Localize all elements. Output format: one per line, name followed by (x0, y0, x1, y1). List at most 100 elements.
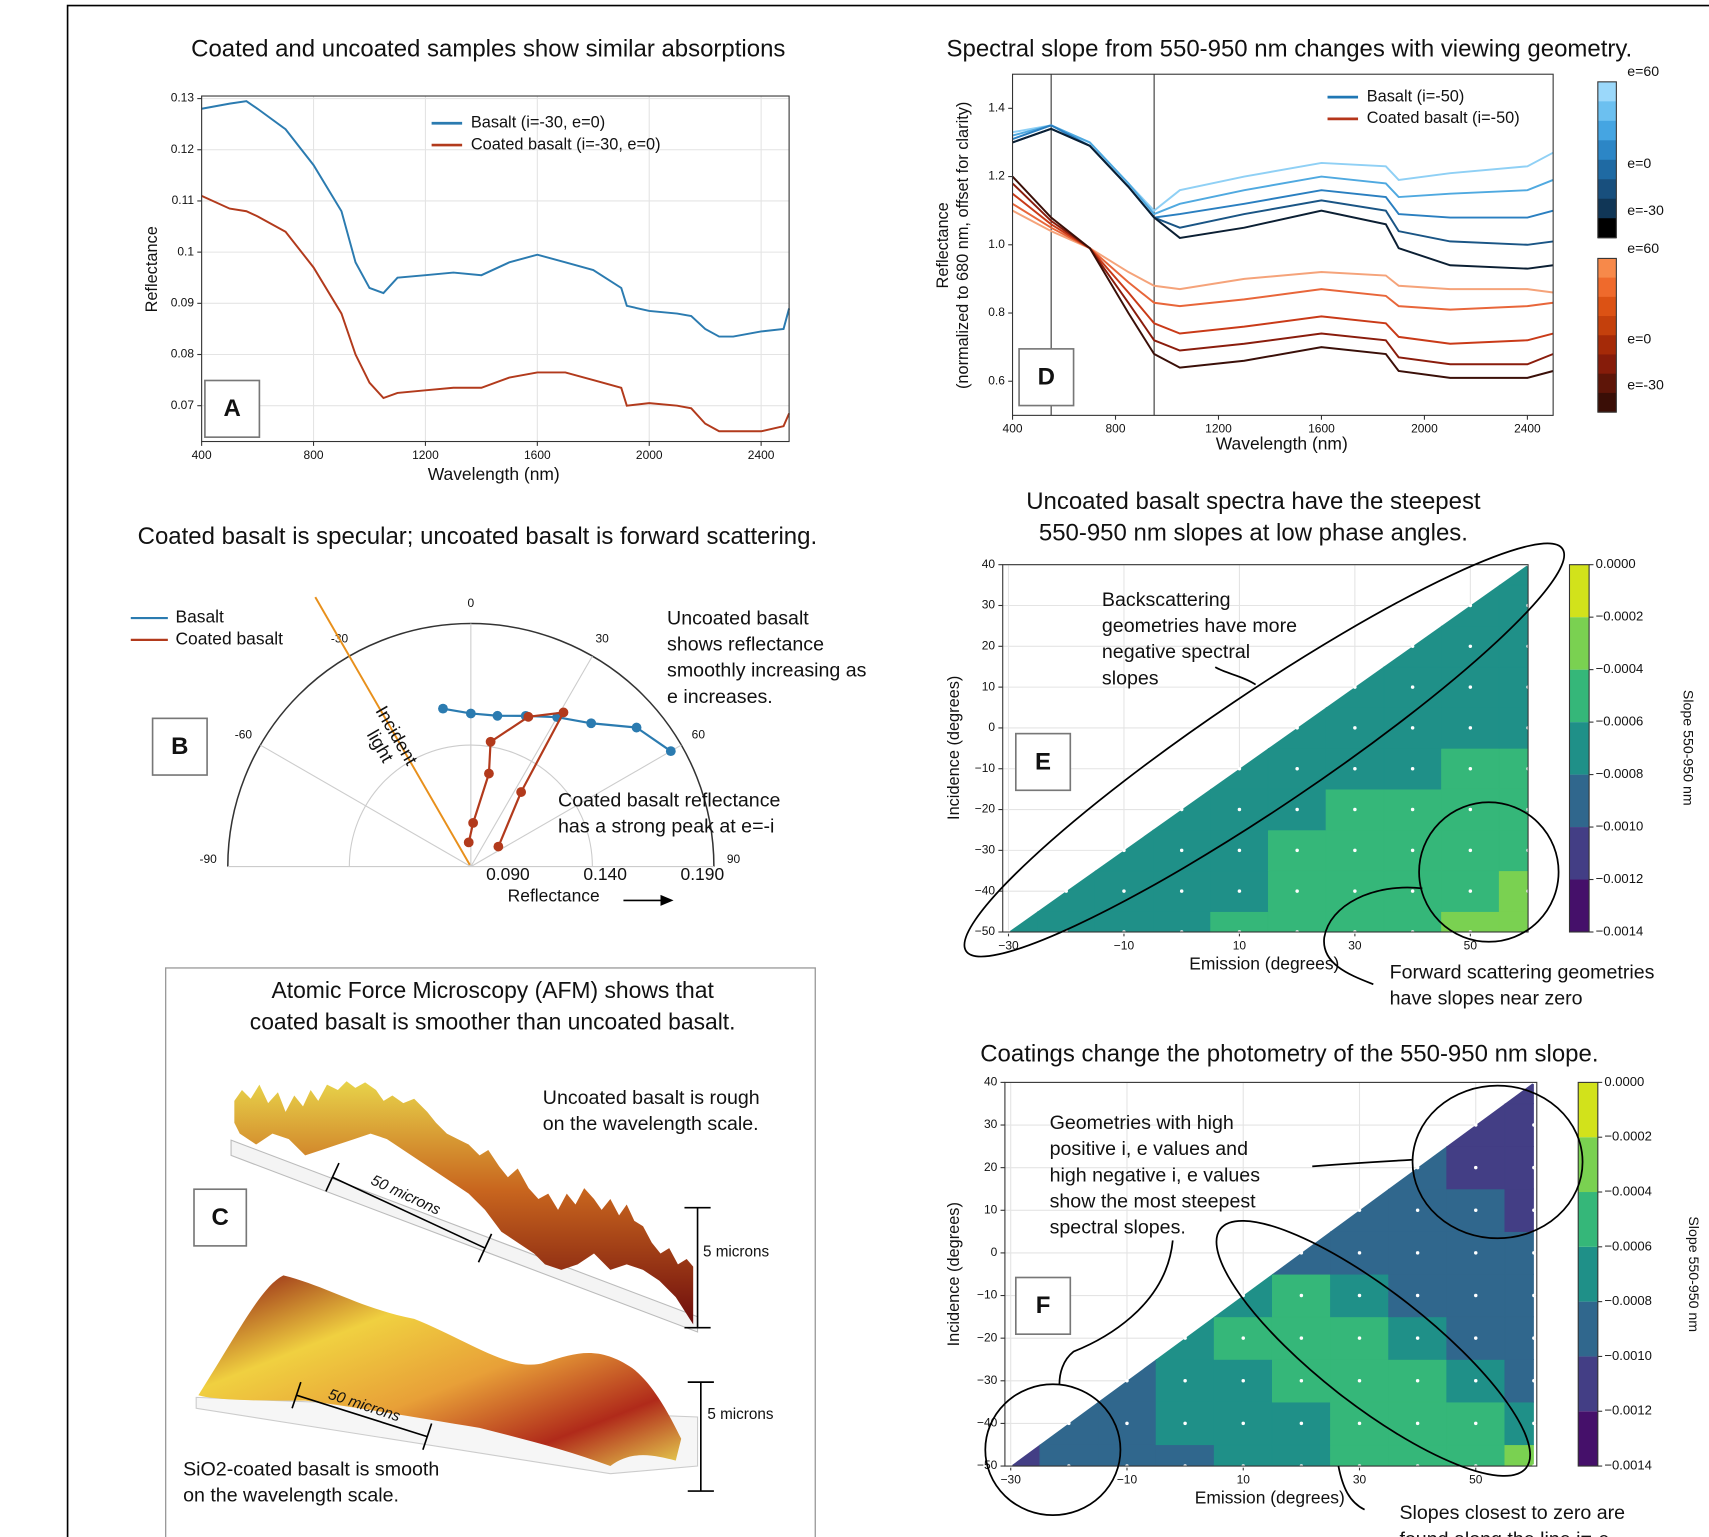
y-tick-label: −20 (975, 802, 996, 816)
data-point (632, 723, 642, 733)
sample-dot (1125, 1422, 1128, 1425)
sample-dot (1300, 1336, 1303, 1339)
panel-title: Atomic Force Microscopy (AFM) shows that (271, 977, 714, 1003)
chart-title: Uncoated basalt spectra have the steepes… (1026, 488, 1481, 515)
y-tick-label: −40 (975, 883, 996, 897)
y-tick-label: 0.13 (171, 91, 195, 105)
theta-tick-label: 30 (596, 631, 610, 645)
x-tick-label: 10 (1233, 938, 1247, 952)
colorbar-tick-label: −0.0002 (1604, 1129, 1652, 1144)
sample-dot (1358, 1294, 1361, 1297)
colorbar-cell (1598, 199, 1617, 219)
annotation: Forward scattering geometries (1390, 962, 1655, 984)
sample-dot (1411, 726, 1414, 729)
x-tick-label: 1200 (412, 448, 439, 462)
colorbar-tick-label: −0.0008 (1596, 766, 1644, 781)
y-tick-label: 10 (982, 679, 996, 693)
sample-dot (1183, 1336, 1186, 1339)
theta-tick-label: -60 (235, 727, 253, 741)
panel-label: C (212, 1204, 229, 1231)
chart-title: 550-950 nm slopes at low phase angles. (1039, 519, 1468, 546)
x-tick-label: −30 (1001, 1472, 1022, 1486)
sample-dot (1411, 889, 1414, 892)
x-tick-label: 50 (1469, 1472, 1483, 1486)
sample-dot (1474, 1294, 1477, 1297)
colorbar-tick-label: −0.0012 (1604, 1403, 1652, 1418)
sample-dot (1241, 1422, 1244, 1425)
x-tick-label: 10 (1237, 1472, 1251, 1486)
annotation: Uncoated basalt (667, 607, 809, 629)
y-tick-label: 0 (991, 1245, 998, 1259)
sample-dot (1295, 808, 1298, 811)
page: Atomic Force Microscopy (AFM) shows that… (0, 0, 1709, 1537)
legend-label: Basalt (i=-30, e=0) (471, 114, 605, 132)
colorbar-band (1578, 1411, 1598, 1466)
x-axis-label: Reflectance (508, 886, 600, 906)
colorbar-cell (1598, 121, 1617, 141)
annotation: Coated basalt reflectance (558, 789, 780, 811)
colorbar-tick-label: −0.0008 (1604, 1293, 1652, 1308)
x-tick-label: 30 (1353, 1472, 1367, 1486)
colorbar-band (1569, 880, 1589, 932)
sample-dot (1469, 685, 1472, 688)
y-tick-label: 1.2 (988, 169, 1005, 183)
sample-dot (1180, 889, 1183, 892)
y-tick-label: 1.4 (988, 101, 1005, 115)
axis-arrow-head (660, 895, 673, 906)
annotation: show the most steepest (1050, 1190, 1257, 1212)
y-tick-label: 40 (984, 1075, 998, 1089)
sample-dot (1532, 1294, 1535, 1297)
sample-dot (1474, 1166, 1477, 1169)
scale-label: 5 microns (703, 1243, 769, 1260)
annotation: has a strong peak at e=-i (558, 816, 774, 838)
theta-tick-label: 90 (727, 852, 741, 866)
y-tick-label: 10 (984, 1202, 998, 1216)
annotation: Geometries with high (1050, 1112, 1234, 1134)
y-tick-label: −20 (977, 1330, 998, 1344)
colorbar-cell (1598, 354, 1617, 374)
panel-label: B (171, 733, 188, 760)
data-point (559, 708, 569, 718)
panel-label: D (1038, 364, 1055, 391)
y-tick-label: −10 (977, 1288, 998, 1302)
y-tick-label: 0 (988, 720, 995, 734)
panel-label: E (1035, 748, 1051, 775)
colorbar-band (1578, 1302, 1598, 1357)
legend-label: Coated basalt (i=-50) (1367, 109, 1520, 127)
x-tick-label: 2000 (636, 448, 663, 462)
data-point (666, 746, 676, 756)
sample-dot (1295, 726, 1298, 729)
legend-label: Coated basalt (175, 628, 283, 648)
caption: on the wavelength scale. (543, 1113, 759, 1135)
x-tick-label: 800 (304, 448, 324, 462)
colorbar-tick-label: −0.0010 (1596, 818, 1644, 833)
y-tick-label: 0.6 (988, 373, 1005, 387)
sample-dot (1241, 1379, 1244, 1382)
colorbar-band (1569, 617, 1589, 669)
x-axis-label: Wavelength (nm) (428, 464, 560, 484)
theta-tick-label: 0 (468, 596, 475, 610)
sample-dot (1532, 1379, 1535, 1382)
data-point (493, 711, 503, 721)
sample-dot (1469, 808, 1472, 811)
colorbar-label: e=60 (1627, 241, 1659, 257)
data-point (466, 709, 476, 719)
sample-dot (1469, 726, 1472, 729)
colorbar-tick-label: −0.0014 (1596, 923, 1644, 938)
sample-dot (1474, 1379, 1477, 1382)
annotation: positive i, e values and (1050, 1138, 1248, 1160)
x-tick-label: 2400 (1514, 422, 1541, 436)
colorbar-band (1569, 827, 1589, 879)
y-tick-label: 40 (982, 557, 996, 571)
grid-spoke (260, 745, 470, 867)
colorbar-label: e=-30 (1627, 203, 1664, 219)
sample-dot (1180, 808, 1183, 811)
sample-dot (1532, 1336, 1535, 1339)
sample-dot (1183, 1379, 1186, 1382)
legend-label: Coated basalt (i=-30, e=0) (471, 135, 661, 153)
colorbar-label: Slope 550-950 nm (1679, 690, 1695, 806)
sample-dot (1295, 767, 1298, 770)
sample-dot (1411, 767, 1414, 770)
x-tick-label: 400 (192, 448, 212, 462)
colorbar-band (1578, 1356, 1598, 1411)
